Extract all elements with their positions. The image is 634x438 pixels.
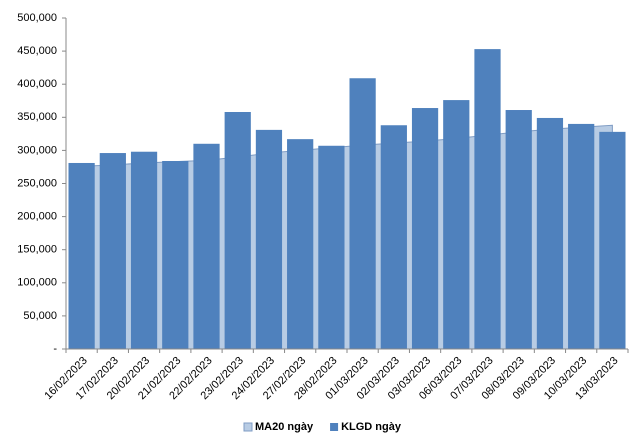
bar	[568, 123, 595, 349]
legend-label: KLGD ngày	[341, 421, 402, 433]
legend-label: MA20 ngày	[255, 421, 314, 433]
bar	[474, 49, 501, 349]
bar	[287, 139, 314, 349]
y-tick-label: 150,000	[17, 244, 57, 256]
bar	[130, 151, 158, 349]
bar	[68, 162, 95, 349]
bar	[255, 129, 283, 349]
y-tick-label: 500,000	[17, 12, 57, 24]
y-tick-label: 350,000	[17, 111, 57, 123]
bar	[380, 125, 407, 349]
bar	[536, 117, 564, 349]
y-tick-label: 450,000	[17, 45, 57, 57]
bar	[193, 143, 220, 349]
bar	[224, 112, 251, 349]
y-tick-label: 400,000	[17, 78, 57, 90]
bar	[599, 131, 626, 349]
y-tick-label: 300,000	[17, 144, 57, 156]
bar	[349, 78, 376, 349]
y-tick-label: 200,000	[17, 211, 57, 223]
bar	[162, 160, 189, 349]
legend-swatch	[243, 422, 253, 432]
y-tick-label: 50,000	[23, 310, 57, 322]
area	[81, 124, 613, 350]
bar	[318, 145, 345, 349]
bar	[99, 153, 126, 349]
legend-swatch	[330, 423, 339, 431]
y-tick-label: -	[53, 343, 57, 355]
y-tick-label: 100,000	[17, 277, 57, 289]
bar	[443, 100, 470, 349]
bar	[411, 108, 439, 349]
y-tick-label: 250,000	[17, 177, 57, 189]
bar	[505, 110, 532, 349]
